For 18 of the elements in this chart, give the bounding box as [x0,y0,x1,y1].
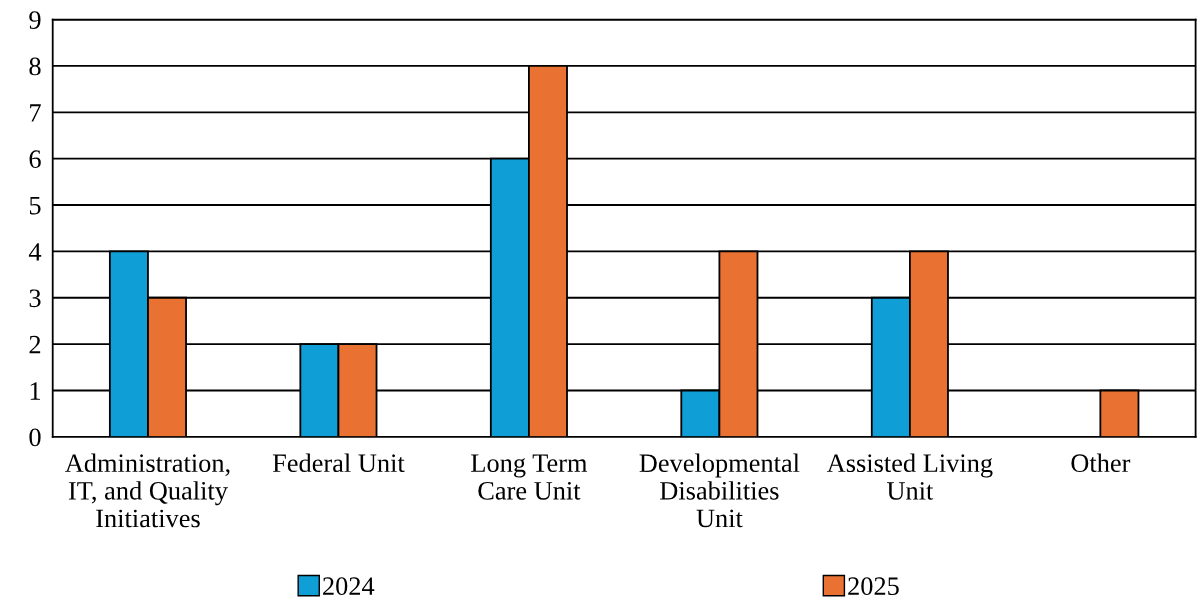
y-tick-label: 1 [30,382,41,400]
y-tick-label: 4 [28,243,42,261]
legend-label: 2025 [848,577,899,596]
x-tick-label: Developmental Disabilities Unit [639,453,800,528]
x-tick-label: Other [1071,453,1131,473]
x-tick-label: Administration, IT, and Quality Initiatives [65,453,230,528]
y-tick-label: 6 [29,150,41,169]
y-tick-label: 0 [29,428,41,447]
y-tick-label: 8 [29,57,41,76]
y-tick-label: 5 [29,196,41,215]
y-tick-label: 7 [30,104,41,122]
x-tick-label: Federal Unit [272,453,405,473]
y-tick-label: 9 [29,11,41,29]
legend-label: 2024 [323,577,375,596]
y-tick-label: 3 [29,289,41,308]
y-tick-label: 2 [29,335,41,354]
x-tick-label: Long Term Care Unit [471,454,588,500]
x-tick-label: Assisted Living Unit [826,453,993,500]
